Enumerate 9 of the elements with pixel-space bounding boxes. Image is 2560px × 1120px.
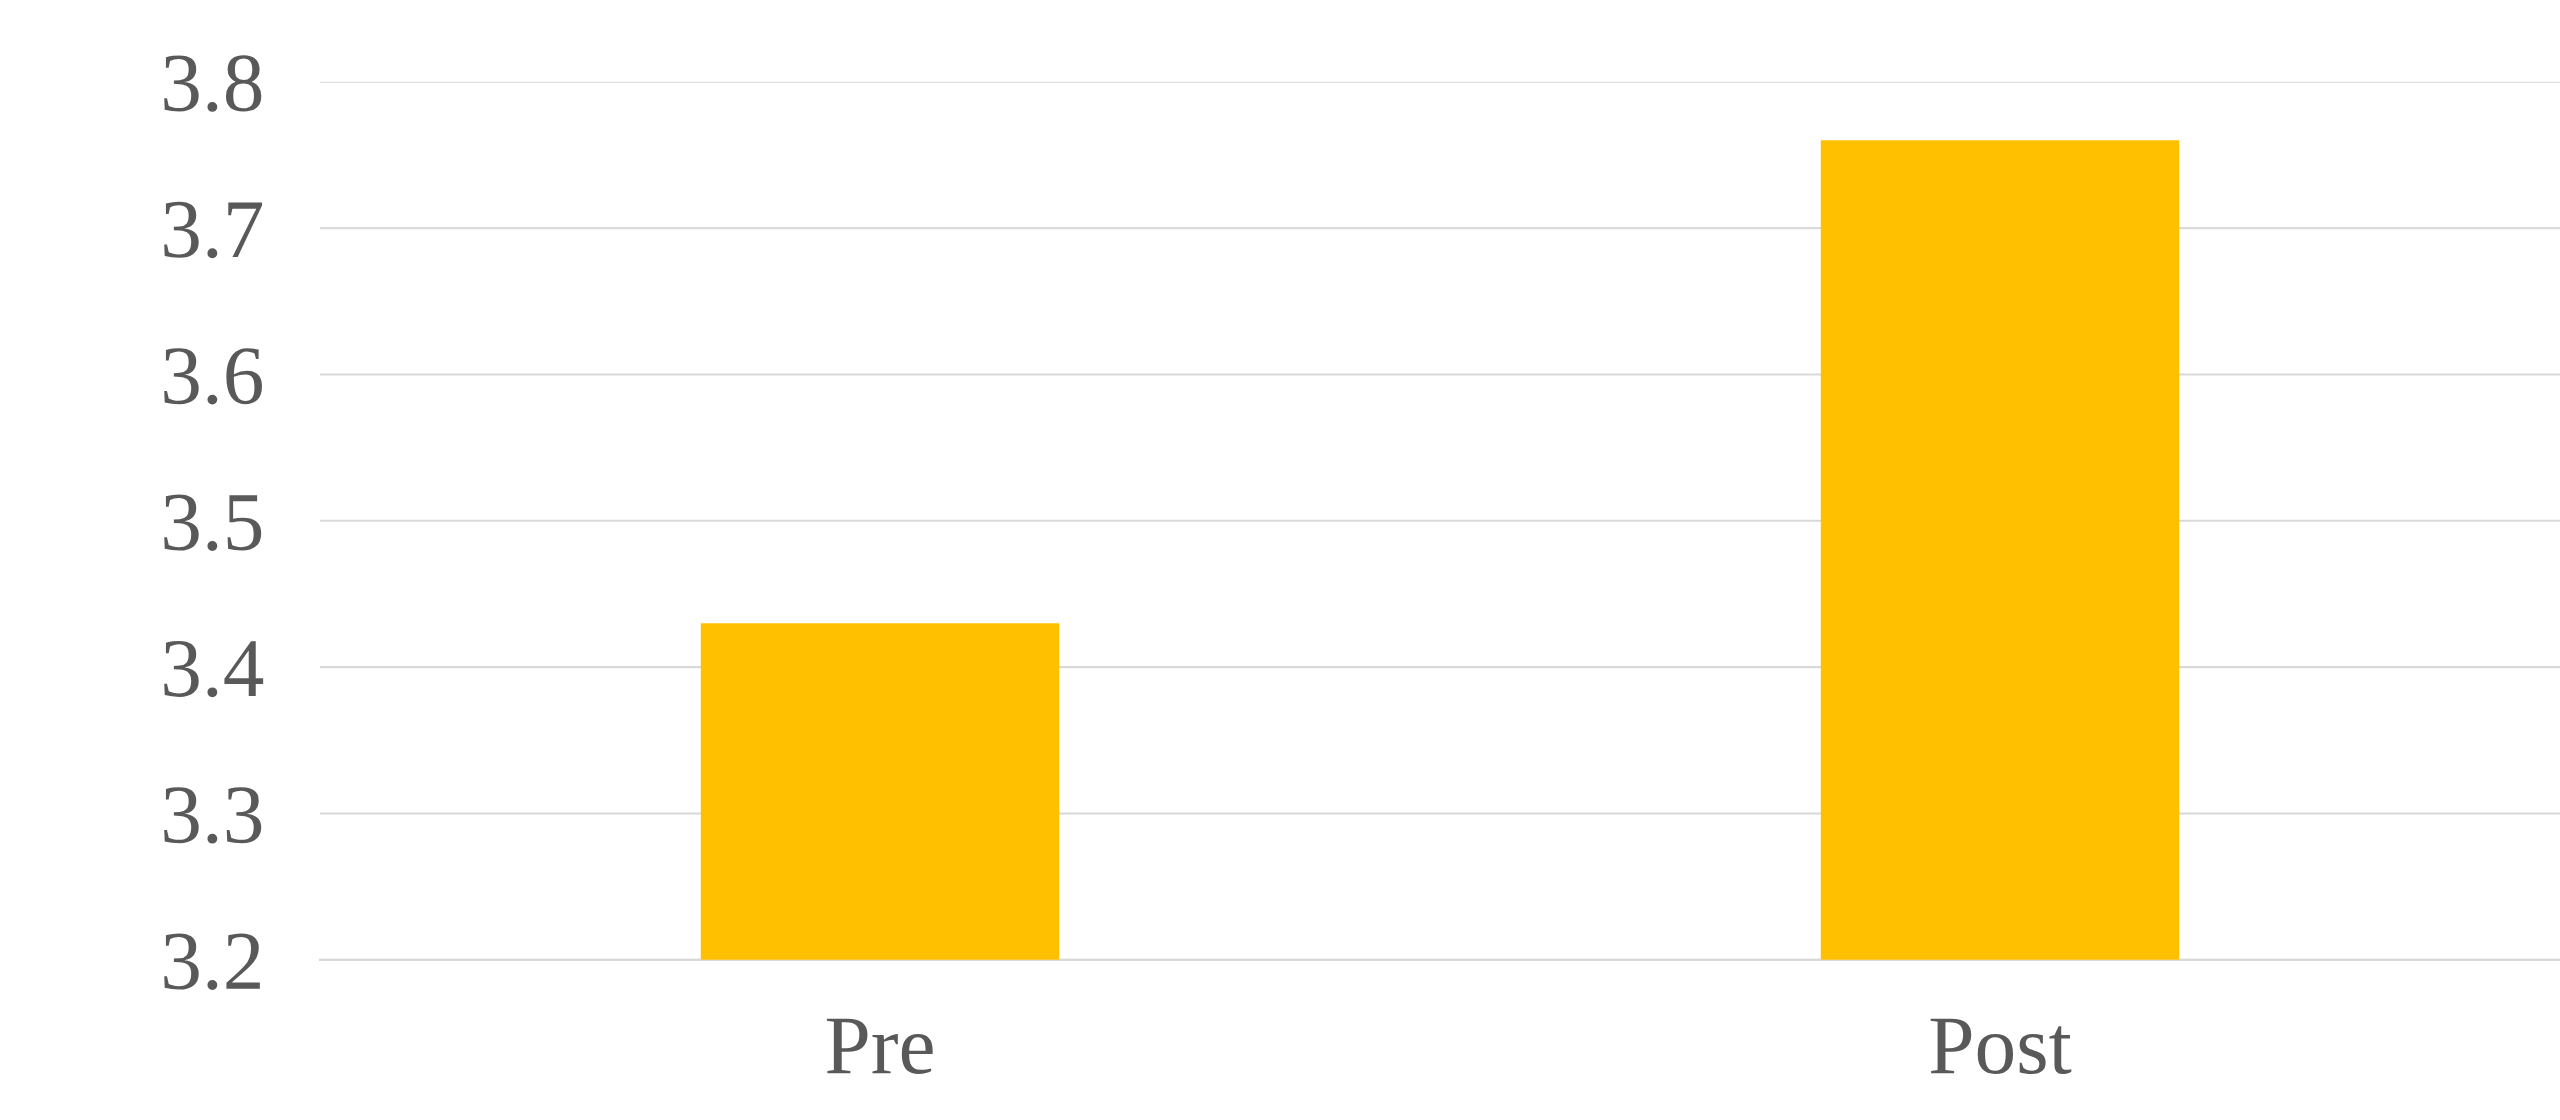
y-tick-label: 3.4 <box>164 640 264 698</box>
y-tick-label: 3.8 <box>164 55 262 112</box>
y-tick-label: 3.7 <box>164 201 263 259</box>
y-tick-label: 3.2 <box>164 933 260 990</box>
y-tick-label: 3.5 <box>164 494 262 551</box>
y-tick-label: 3.3 <box>164 787 262 844</box>
y-tick-label: 3.6 <box>164 348 262 405</box>
x-tick-label: Pre <box>826 1018 933 1075</box>
x-tick-label: Post <box>1930 1018 2072 1075</box>
